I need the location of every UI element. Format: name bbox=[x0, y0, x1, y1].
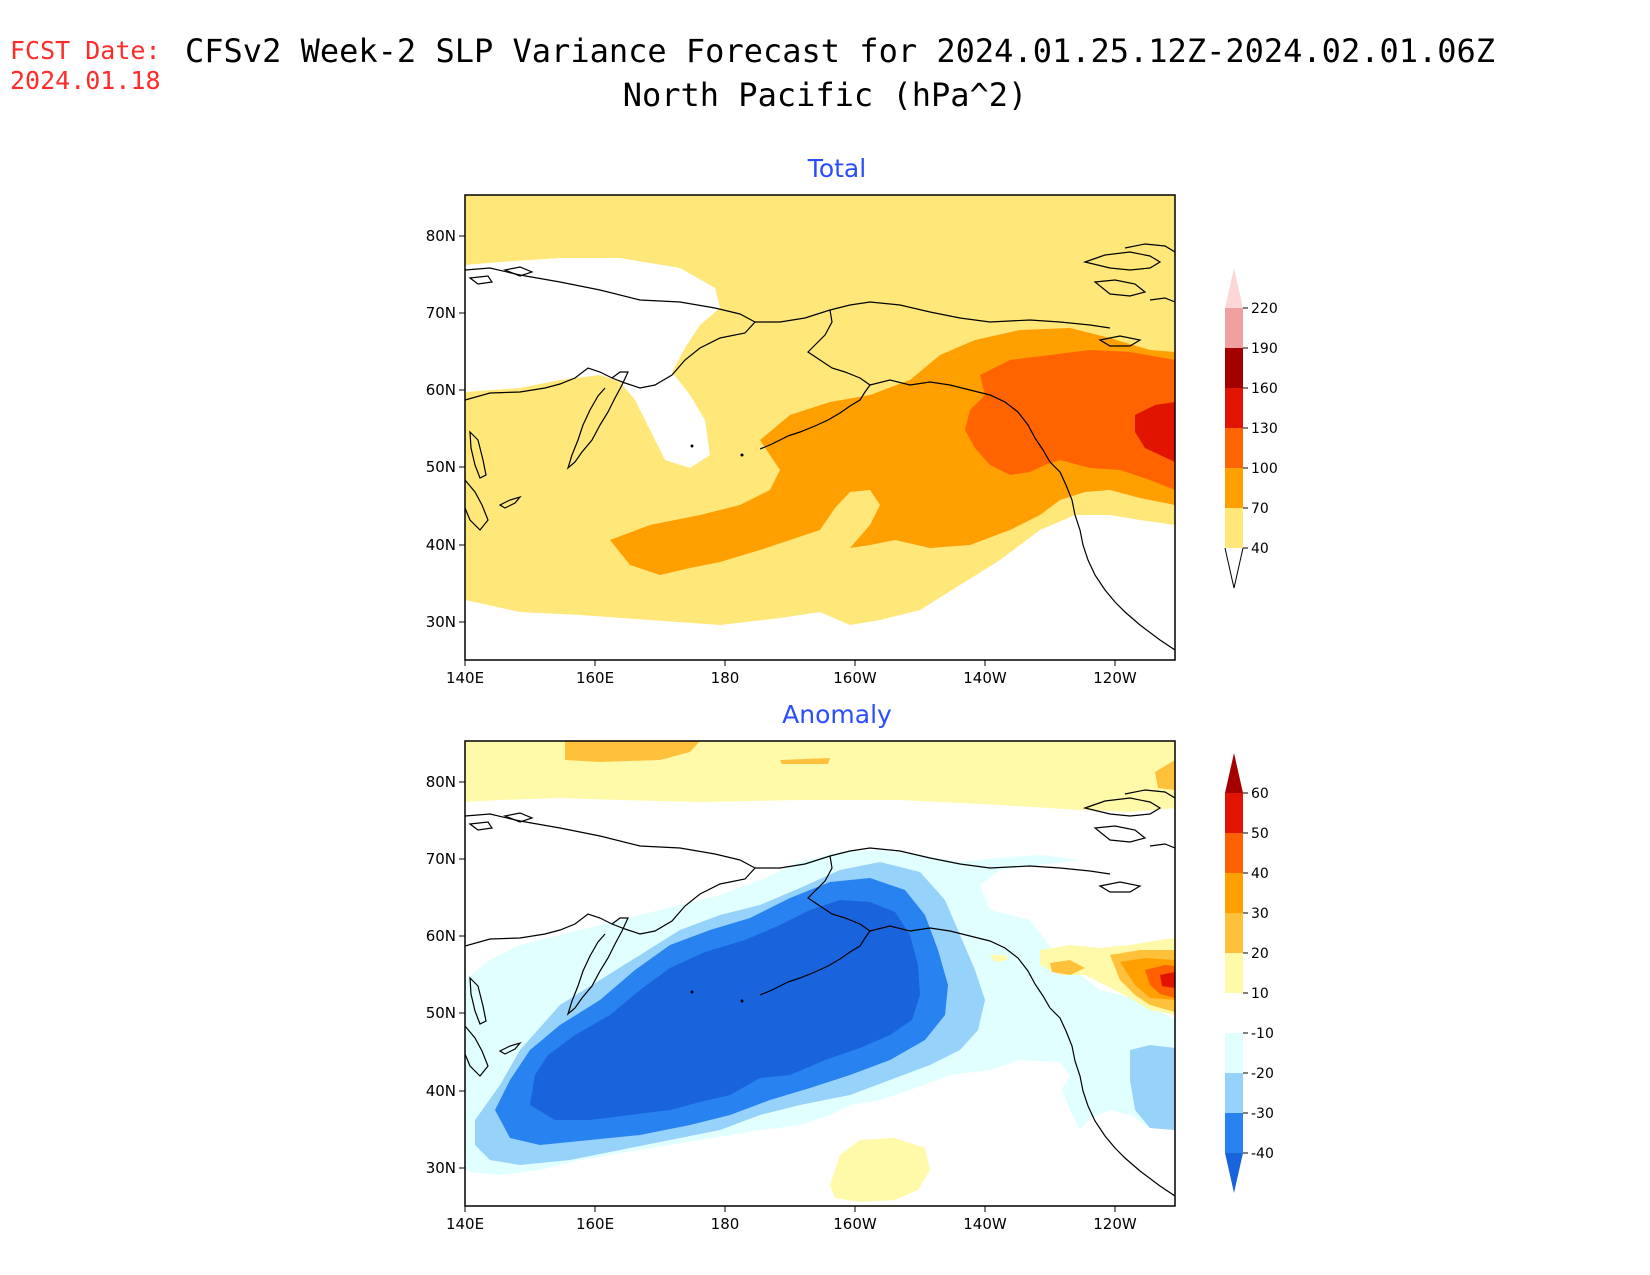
anomaly-map-frame bbox=[464, 740, 1176, 1207]
total-colorbar-level-label: 100 bbox=[1251, 461, 1278, 477]
lat-label: 80N bbox=[426, 773, 456, 791]
total-colorbar-level-label: 220 bbox=[1251, 301, 1278, 317]
total-field-100-130 bbox=[965, 350, 1175, 490]
lat-label: 60N bbox=[426, 927, 456, 945]
total-colorbar: 40 70 100 130 160 190 220 bbox=[1224, 268, 1278, 589]
total-colorbar-level-label: 190 bbox=[1251, 341, 1278, 357]
anomaly-colorbar-bottom-triangle bbox=[1225, 1153, 1243, 1193]
anomaly-colorbar-level-label: -30 bbox=[1251, 1106, 1274, 1122]
total-colorbar-bin bbox=[1225, 348, 1243, 388]
lat-label: 40N bbox=[426, 1082, 456, 1100]
anomaly-colorbar-bin bbox=[1225, 1033, 1243, 1073]
anomaly-field-below-minus40 bbox=[530, 900, 920, 1120]
anomaly-field-10-20-small bbox=[990, 955, 1008, 962]
lat-label: 70N bbox=[426, 850, 456, 868]
anomaly-colorbar-bin bbox=[1225, 873, 1243, 913]
lon-label: 140E bbox=[446, 669, 484, 687]
total-colorbar-level-label: 70 bbox=[1251, 501, 1269, 517]
total-panel-title: Total bbox=[807, 154, 867, 183]
lon-label: 180 bbox=[711, 669, 740, 687]
subtitle: North Pacific (hPa^2) bbox=[622, 76, 1028, 114]
anomaly-field-10-20-south bbox=[830, 1138, 930, 1202]
lat-label: 40N bbox=[426, 536, 456, 554]
total-colorbar-level-label: 130 bbox=[1251, 421, 1278, 437]
lon-label: 160W bbox=[833, 669, 877, 687]
total-map: 80N 70N 60N 50N 40N 30N 140E 160E 180 16… bbox=[426, 194, 1176, 687]
anomaly-colorbar-bin bbox=[1225, 913, 1243, 953]
anomaly-colorbar-level-label: -20 bbox=[1251, 1066, 1274, 1082]
total-colorbar-bin bbox=[1225, 388, 1243, 428]
anomaly-colorbar-level-label: 10 bbox=[1251, 986, 1269, 1002]
anomaly-colorbar-bin bbox=[1225, 1073, 1243, 1113]
lon-label: 140E bbox=[446, 1215, 484, 1233]
total-field-below-40-north bbox=[465, 258, 720, 468]
lat-label: 30N bbox=[426, 1159, 456, 1177]
lat-label: 50N bbox=[426, 458, 456, 476]
lon-label: 140W bbox=[963, 669, 1007, 687]
total-colorbar-level-label: 40 bbox=[1251, 541, 1269, 557]
anomaly-lat-ticks: 80N 70N 60N 50N 40N 30N bbox=[426, 773, 465, 1177]
anomaly-colorbar-top-triangle bbox=[1225, 753, 1243, 793]
anomaly-colorbar-level-label: 60 bbox=[1251, 786, 1269, 802]
lon-label: 160E bbox=[576, 1215, 614, 1233]
total-colorbar-bin bbox=[1225, 428, 1243, 468]
anomaly-field-20-30-east bbox=[1155, 760, 1175, 790]
lat-label: 80N bbox=[426, 227, 456, 245]
lon-label: 160W bbox=[833, 1215, 877, 1233]
lat-label: 60N bbox=[426, 381, 456, 399]
anomaly-colorbar-bin bbox=[1225, 1113, 1243, 1153]
anomaly-field-20-30-bc-west bbox=[1050, 960, 1085, 975]
anomaly-colorbar-bin bbox=[1225, 793, 1243, 833]
fcst-date-label: FCST Date: 2024.01.18 bbox=[10, 36, 161, 96]
anomaly-colorbar-bin bbox=[1225, 833, 1243, 873]
anomaly-colorbar-level-label: 20 bbox=[1251, 946, 1269, 962]
total-colorbar-bin bbox=[1225, 468, 1243, 508]
anomaly-colorbar-level-label: -10 bbox=[1251, 1026, 1274, 1042]
lon-label: 180 bbox=[711, 1215, 740, 1233]
total-colorbar-bin bbox=[1225, 508, 1243, 548]
anomaly-field-40-50-bc bbox=[1145, 965, 1175, 998]
anomaly-lon-ticks: 140E 160E 180 160W 140W 120W bbox=[446, 1206, 1137, 1233]
total-field-below-40-south bbox=[465, 515, 1175, 660]
total-lat-ticks: 80N 70N 60N 50N 40N 30N bbox=[426, 227, 465, 631]
lon-label: 140W bbox=[963, 1215, 1007, 1233]
anomaly-colorbar-level-label: 50 bbox=[1251, 826, 1269, 842]
anomaly-field-20-30-arctic bbox=[565, 741, 700, 762]
total-colorbar-bin bbox=[1225, 308, 1243, 348]
lat-label: 70N bbox=[426, 304, 456, 322]
anomaly-colorbar: -40 -30 -20 -10 10 20 30 40 50 60 bbox=[1225, 753, 1274, 1193]
lon-label: 120W bbox=[1093, 1215, 1137, 1233]
total-map-frame bbox=[464, 194, 1176, 661]
anomaly-map: 80N 70N 60N 50N 40N 30N 140E 160E 180 16… bbox=[426, 740, 1176, 1233]
fcst-date: 2024.01.18 bbox=[10, 66, 161, 95]
total-field-130-160 bbox=[1135, 402, 1175, 462]
lon-label: 160E bbox=[576, 669, 614, 687]
anomaly-colorbar-level-label: 30 bbox=[1251, 906, 1269, 922]
fcst-label: FCST Date: bbox=[10, 36, 161, 65]
total-colorbar-level-label: 160 bbox=[1251, 381, 1278, 397]
anomaly-field-50-60-bc bbox=[1160, 972, 1175, 988]
main-title: CFSv2 Week-2 SLP Variance Forecast for 2… bbox=[185, 32, 1496, 70]
anomaly-colorbar-level-label: -40 bbox=[1251, 1146, 1274, 1162]
total-colorbar-top-triangle bbox=[1225, 268, 1243, 308]
lat-label: 50N bbox=[426, 1004, 456, 1022]
anomaly-field-minus20-minus30-east bbox=[1130, 1045, 1175, 1130]
anomaly-colorbar-bin bbox=[1225, 993, 1243, 1033]
anomaly-field-20-30-small bbox=[780, 758, 830, 764]
anomaly-colorbar-level-label: 40 bbox=[1251, 866, 1269, 882]
lat-label: 30N bbox=[426, 613, 456, 631]
lon-label: 120W bbox=[1093, 669, 1137, 687]
total-lon-ticks: 140E 160E 180 160W 140W 120W bbox=[446, 660, 1137, 687]
anomaly-colorbar-bin bbox=[1225, 953, 1243, 993]
anomaly-panel-title: Anomaly bbox=[782, 700, 892, 729]
